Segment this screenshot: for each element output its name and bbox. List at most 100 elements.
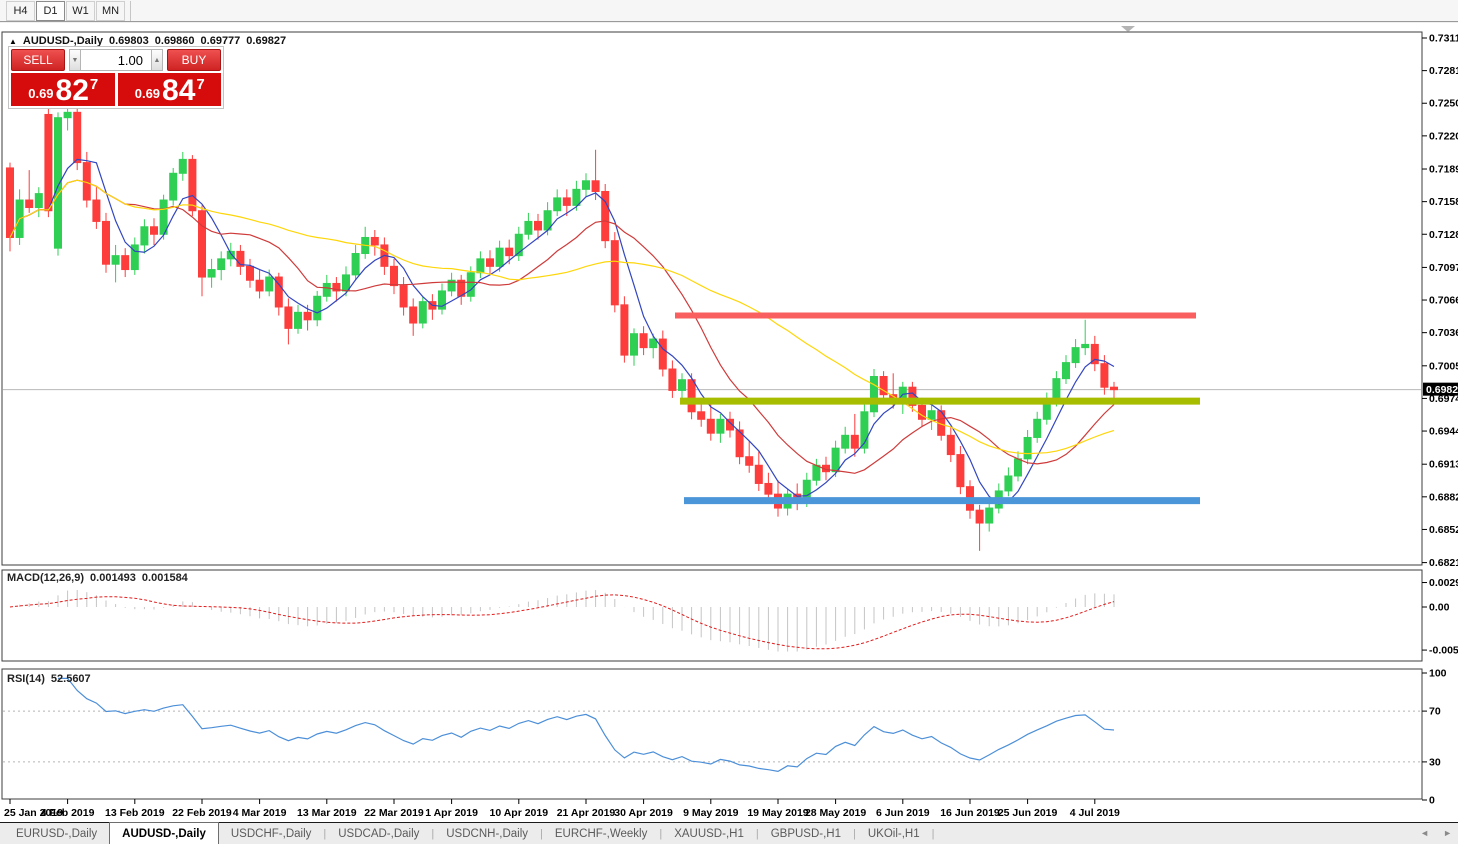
chevron-up-icon: ▲ (153, 56, 161, 64)
svg-text:70: 70 (1429, 706, 1441, 718)
chevron-down-icon: ▼ (71, 56, 79, 64)
volume-decrease-button[interactable]: ▼ (69, 49, 81, 71)
svg-text:0.70360: 0.70360 (1429, 327, 1458, 339)
svg-text:30: 30 (1429, 756, 1441, 768)
chart-canvas[interactable]: 0.73115 0.72810 0.72505 0.72200 0.71890 0.715… (0, 0, 1458, 822)
svg-text:0.68825: 0.68825 (1429, 491, 1458, 503)
svg-text:22 Mar 2019: 22 Mar 2019 (364, 807, 424, 819)
tab-separator: | (931, 827, 935, 840)
svg-text:0.72505: 0.72505 (1429, 98, 1458, 110)
tab-USDCHF-Daily[interactable]: USDCHF-,Daily (230, 828, 312, 840)
svg-text:0.70665: 0.70665 (1429, 295, 1458, 307)
svg-text:0.72200: 0.72200 (1429, 130, 1458, 142)
macd-indicator-label: MACD(12,26,9) 0.001493 0.001584 (7, 572, 188, 584)
toolbar-separator (130, 0, 131, 21)
timeframe-button-H4[interactable]: H4 (6, 0, 35, 21)
timeframe-button-D1[interactable]: D1 (36, 0, 65, 21)
svg-text:9 May 2019: 9 May 2019 (683, 807, 739, 819)
scroll-to-end-icon[interactable] (1121, 26, 1135, 32)
svg-text:25 Jan 2019: 25 Jan 2019 (4, 807, 63, 819)
rsi-name: RSI(14) (7, 673, 45, 685)
svg-text:0.71890: 0.71890 (1429, 164, 1458, 176)
svg-text:0.69130: 0.69130 (1429, 459, 1458, 471)
tab-scroll-right-icon[interactable]: ► (1443, 828, 1452, 838)
buy-price-button[interactable]: 0.69 84 7 (117, 73, 221, 107)
tab-separator: | (323, 827, 327, 840)
buy-price-big: 84 (162, 74, 196, 107)
svg-text:0.71280: 0.71280 (1429, 229, 1458, 241)
macd-main-value: 0.001493 (90, 572, 136, 584)
svg-text:28 May 2019: 28 May 2019 (805, 807, 866, 819)
buy-price-prefix: 0.69 (134, 86, 161, 101)
svg-text:0.73115: 0.73115 (1429, 33, 1458, 45)
chart-tabbar: EURUSD-,Daily AUDUSD-,Daily USDCHF-,Daily |… (0, 822, 1458, 844)
tab-separator: | (853, 827, 856, 840)
svg-text:6 Jun 2019: 6 Jun 2019 (876, 807, 930, 819)
tab-scroll-left-icon[interactable]: ◄ (1420, 828, 1430, 838)
chart-close-value: 0.69827 (246, 35, 287, 47)
svg-text:-0.005256: -0.005256 (1429, 645, 1458, 657)
timeframe-toolbar: H4 D1 W1 MN (0, 0, 1458, 22)
current-price-badge (1423, 382, 1458, 396)
chart-high-value: 0.69860 (154, 35, 195, 47)
tab-EURCHF-Weekly[interactable]: EURCHF-,Weekly (554, 828, 648, 840)
svg-text:0.69745: 0.69745 (1429, 393, 1458, 405)
panel-frames (1, 31, 1423, 800)
volume-increase-button[interactable]: ▲ (151, 49, 163, 71)
tab-EURUSD-Daily[interactable]: EURUSD-,Daily (16, 828, 98, 840)
rsi-line (57, 677, 1115, 773)
chart-title: ▲ AUDUSD-,Daily 0.69803 0.69860 0.69777 … (9, 35, 286, 47)
svg-text:16 Jun 2019: 16 Jun 2019 (940, 807, 1000, 819)
ma-line-mid (9, 179, 1115, 474)
tab-separator: | (540, 827, 543, 840)
sell-price-pip: 7 (89, 76, 99, 93)
tab-USDCAD-Daily[interactable]: USDCAD-,Daily (338, 828, 420, 840)
rsi-layer (3, 677, 1421, 773)
svg-text:0.69440: 0.69440 (1429, 426, 1458, 438)
timeframe-button-W1[interactable]: W1 (66, 0, 95, 21)
buy-price-pip: 7 (196, 76, 205, 93)
svg-text:0.72810: 0.72810 (1429, 65, 1458, 77)
rsi-value: 52.5607 (50, 673, 91, 685)
svg-text:4 Feb 2019: 4 Feb 2019 (41, 807, 95, 819)
macd-name: MACD(12,26,9) (7, 572, 85, 584)
rsi-indicator-label: RSI(14) 52.5607 (7, 673, 91, 685)
sell-price-button[interactable]: 0.69 82 7 (11, 73, 115, 106)
sell-button[interactable]: SELL (11, 49, 65, 71)
tab-AUDUSD-Daily[interactable]: AUDUSD-,Daily (109, 822, 219, 844)
macd-layer (9, 590, 1115, 652)
svg-text:0.00: 0.00 (1429, 602, 1450, 614)
tab-UKOil-H1[interactable]: UKOil-,H1 (867, 828, 920, 840)
tabbar-scroll: ◄ ► (1420, 828, 1452, 838)
one-click-toggle-icon[interactable]: ▲ (9, 36, 17, 46)
svg-text:13 Mar 2019: 13 Mar 2019 (297, 807, 357, 819)
svg-text:25 Jun 2019: 25 Jun 2019 (998, 807, 1058, 819)
svg-text:4 Mar 2019: 4 Mar 2019 (233, 807, 287, 819)
chart-low-value: 0.69777 (200, 35, 241, 47)
svg-text:0.68520: 0.68520 (1429, 524, 1458, 536)
tab-XAUUSD-H1[interactable]: XAUUSD-,H1 (674, 828, 744, 840)
tab-GBPUSD-H1[interactable]: GBPUSD-,H1 (770, 828, 841, 840)
tab-separator: | (659, 827, 663, 840)
tab-separator: | (755, 827, 759, 840)
sell-price-big: 82 (55, 74, 89, 107)
chart-symbol-label: AUDUSD-,Daily (22, 35, 103, 47)
timeframe-button-MN[interactable]: MN (96, 0, 125, 21)
svg-text:100: 100 (1429, 668, 1447, 680)
tab-USDCNH-Daily[interactable]: USDCNH-,Daily (446, 828, 529, 840)
hlines-layer[interactable] (675, 312, 1200, 505)
svg-text:30 Apr 2019: 30 Apr 2019 (614, 807, 673, 819)
svg-text:21 Apr 2019: 21 Apr 2019 (557, 807, 616, 819)
volume-input[interactable] (81, 49, 151, 71)
buy-button[interactable]: BUY (167, 49, 221, 71)
svg-text:0.68210: 0.68210 (1429, 557, 1458, 569)
chart-open-value: 0.69803 (109, 35, 149, 47)
svg-text:0.002984: 0.002984 (1429, 577, 1458, 589)
svg-text:0: 0 (1429, 795, 1435, 807)
price-axis[interactable]: 0.73115 0.72810 0.72505 0.72200 0.71890 0.715… (1422, 33, 1458, 807)
svg-text:19 May 2019: 19 May 2019 (747, 807, 808, 819)
svg-text:0.70970: 0.70970 (1429, 262, 1458, 274)
svg-text:10 Apr 2019: 10 Apr 2019 (490, 807, 549, 819)
one-click-trading-panel: SELL ▼ ▲ BUY 0.69 82 7 0.69 84 7 (8, 46, 224, 109)
